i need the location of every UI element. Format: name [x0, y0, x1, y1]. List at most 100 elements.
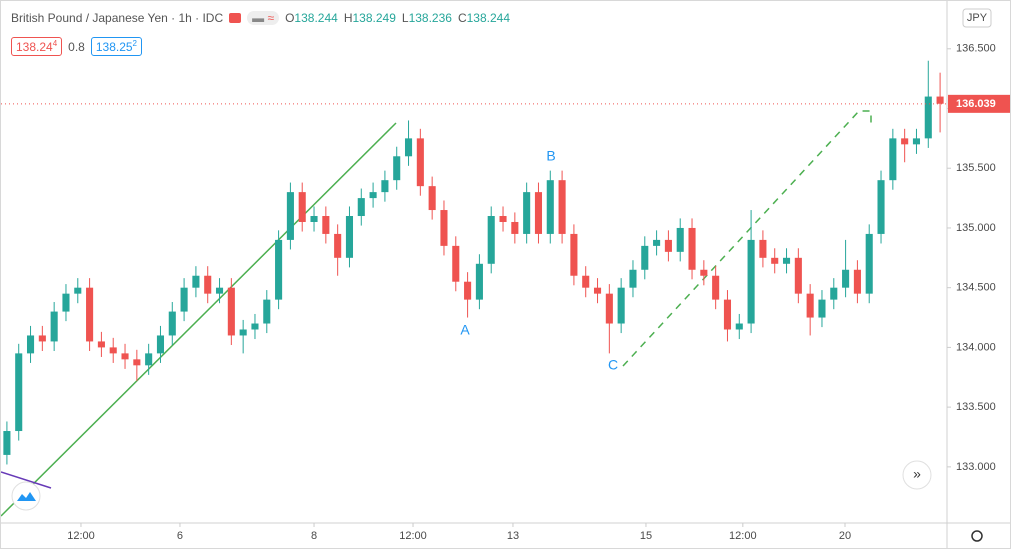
candle-body	[664, 239, 672, 252]
x-tick-label: 15	[640, 530, 652, 542]
candle-body	[215, 287, 224, 294]
wave-label: A	[460, 322, 470, 338]
ohlc-item: O138.244	[285, 11, 338, 25]
candle-body	[404, 138, 413, 157]
candle-body	[26, 335, 35, 354]
candle-body	[901, 138, 909, 145]
candle-body	[286, 192, 294, 240]
spread: 0.8	[68, 39, 85, 54]
ohlc-value: 138.236	[408, 11, 452, 25]
candle-body	[239, 329, 247, 336]
candle-body	[794, 257, 802, 294]
candle-body	[617, 287, 625, 324]
last-price-label: 136.039	[956, 98, 996, 110]
wave-label: B	[546, 148, 555, 164]
trade-row: 138.244 0.8 138.252	[11, 37, 142, 56]
last-price-tag	[948, 94, 1010, 113]
candle-body	[534, 192, 543, 234]
candle-body	[475, 263, 483, 300]
x-tick-label: 8	[311, 530, 317, 542]
ohlc-key: L	[401, 11, 409, 25]
trend-line	[1, 471, 52, 489]
candle-body	[499, 216, 507, 222]
candle-body	[251, 323, 259, 330]
candle-body	[712, 275, 720, 300]
candle-body	[180, 287, 188, 312]
candle-body	[357, 198, 365, 217]
sell-price: 138.24	[16, 40, 53, 54]
candle-body	[877, 180, 885, 234]
logo	[11, 481, 41, 511]
candle-body	[570, 233, 578, 276]
wave-label: C	[608, 357, 618, 373]
y-tick-label: 135.500	[956, 162, 996, 174]
currency-label[interactable]: JPY	[967, 12, 988, 24]
candle-body	[487, 216, 495, 264]
candle-body	[168, 311, 176, 336]
settings-icon[interactable]	[971, 530, 983, 542]
x-tick-label: 12:00	[399, 530, 427, 542]
candle-body	[593, 287, 602, 294]
candle-body	[393, 156, 401, 181]
currency-button[interactable]	[962, 8, 992, 28]
scroll-button[interactable]	[902, 460, 932, 490]
candle-body	[3, 431, 11, 455]
candle-body	[806, 293, 814, 318]
ohlc-key: C	[457, 11, 467, 25]
y-tick-label: 134.500	[956, 282, 996, 294]
candle-body	[416, 138, 424, 187]
candle-body	[109, 347, 117, 354]
buy-price: 138.25	[95, 40, 133, 54]
indicator-toggle[interactable]: ▬ ≈	[247, 11, 280, 25]
x-tick-label: 6	[177, 530, 183, 542]
x-tick-label: 13	[507, 530, 519, 542]
candle-body	[263, 299, 271, 324]
candle-body	[145, 353, 153, 366]
candle-body	[74, 287, 82, 294]
candle-body	[853, 269, 861, 294]
candle-body	[842, 269, 850, 288]
sell-button[interactable]: 138.244	[11, 37, 63, 56]
candle-body	[156, 335, 165, 354]
candle-body	[676, 227, 684, 252]
scroll-icon[interactable]: »	[913, 466, 921, 482]
y-tick-label: 136.500	[956, 43, 996, 55]
trend-line	[1, 122, 397, 517]
x-tick-label: 12:00	[729, 530, 757, 542]
candle-body	[322, 216, 330, 234]
candle-body	[688, 227, 696, 270]
projection-line	[622, 110, 872, 367]
candle-body	[605, 293, 613, 324]
ohlc-key: O	[285, 11, 295, 25]
candle-body	[275, 239, 283, 300]
candle-body	[204, 275, 212, 294]
candle-body	[310, 216, 318, 222]
sell-pip: 4	[52, 39, 58, 48]
candle-body	[830, 287, 838, 300]
candle-body	[936, 96, 944, 104]
ohlc-item: H138.249	[344, 11, 396, 25]
ohlc-value: 138.249	[352, 11, 396, 25]
candle-body	[334, 233, 342, 258]
candle-body	[747, 239, 755, 324]
candle-body	[818, 299, 826, 318]
candle-body	[192, 275, 200, 288]
buy-pip: 2	[132, 39, 137, 48]
candle-body	[86, 287, 94, 342]
candle-body	[629, 269, 637, 288]
candle-body	[15, 353, 23, 432]
candle-body	[924, 96, 932, 139]
flag[interactable]	[229, 13, 242, 23]
candle-body	[782, 257, 791, 264]
ohlc: O138.244 H138.249 L138.236 C138.244	[285, 11, 516, 25]
candle-body	[723, 299, 732, 330]
y-tick-label: 133.000	[956, 461, 996, 473]
buy-button[interactable]: 138.252	[90, 37, 142, 56]
candle-body	[771, 257, 779, 264]
candle-body	[62, 293, 70, 312]
candle-body	[759, 239, 767, 258]
y-tick-label: 135.000	[956, 222, 996, 234]
candle-body	[464, 281, 472, 300]
candle-body	[700, 269, 708, 276]
